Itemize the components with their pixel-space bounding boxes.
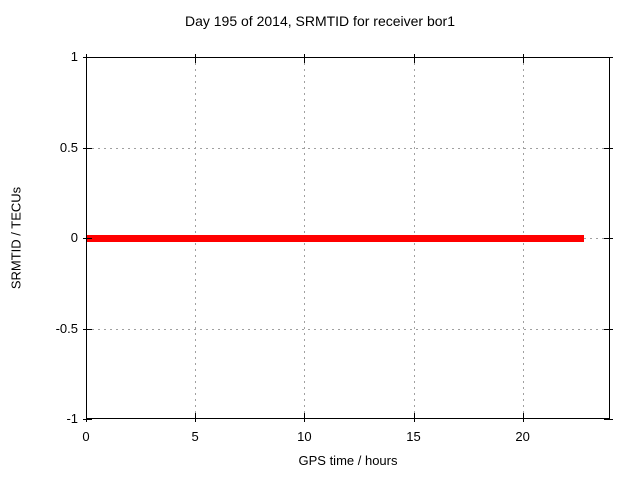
x-tick-top-10 [304, 54, 306, 63]
y-tick-right-0 [604, 238, 613, 239]
x-tick-top-15 [413, 54, 415, 63]
y-tick-right-0.5 [604, 147, 613, 149]
x-tick-bottom-15 [413, 413, 415, 422]
chart-title: Day 195 of 2014, SRMTID for receiver bor… [184, 13, 455, 29]
y-tick-label-0: 0 [70, 230, 78, 245]
x-tick-label-20: 20 [515, 429, 530, 444]
x-tick-label-15: 15 [406, 429, 421, 444]
x-tick-label-0: 0 [82, 429, 90, 444]
y-tick-label-1: 1 [70, 49, 78, 64]
x-axis-label: GPS time / hours [298, 453, 398, 468]
x-tick-label-5: 5 [191, 429, 199, 444]
x-tick-label-10: 10 [297, 429, 312, 444]
x-tick-bottom-20 [522, 413, 524, 422]
y-tick-label--0.5: -0.5 [55, 320, 78, 336]
series-line-srmtid [86, 234, 584, 242]
y-tick-left-0.5 [83, 147, 92, 149]
y-gridline-0.5 [86, 147, 610, 149]
x-tick-top-20 [522, 54, 524, 63]
y-tick-right--0.5 [604, 328, 613, 330]
y-tick-label--1: -1 [66, 411, 78, 426]
y-tick-label-0.5: 0.5 [59, 139, 78, 155]
y-tick-right--1 [604, 419, 613, 420]
y-tick-left--0.5 [83, 328, 92, 330]
plot-border [86, 57, 610, 419]
x-tick-bottom-10 [304, 413, 306, 422]
y-tick-left-0 [83, 238, 92, 239]
x-tick-top-5 [195, 54, 197, 63]
x-tick-bottom-5 [195, 413, 197, 422]
y-gridline--0.5 [86, 328, 610, 330]
y-tick-left--1 [83, 419, 92, 420]
